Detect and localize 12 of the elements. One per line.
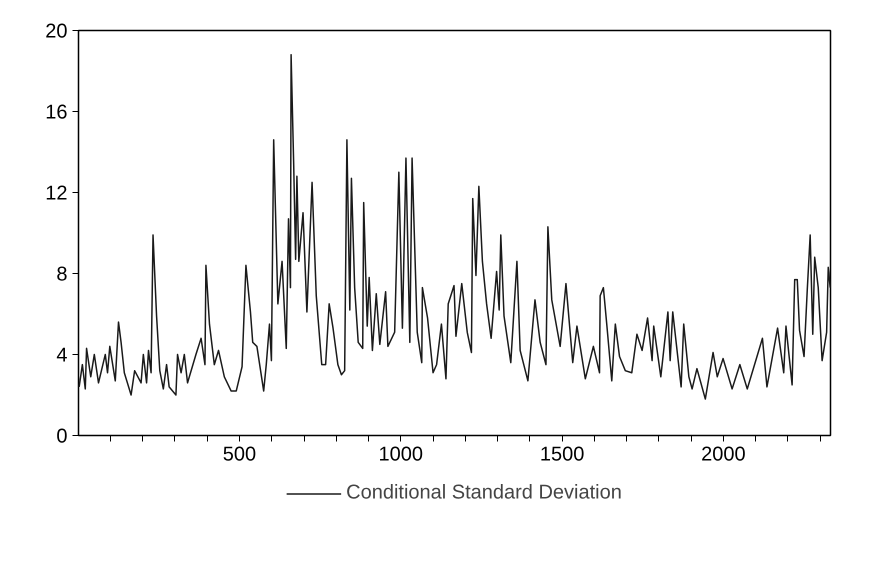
y-tick-label: 16 xyxy=(45,102,68,124)
y-tick-label: 0 xyxy=(56,426,68,448)
y-tick-label: 12 xyxy=(45,182,68,204)
legend-label: Conditional Standard Deviation xyxy=(346,482,622,504)
x-tick-label: 2000 xyxy=(701,444,746,466)
x-tick-label: 1500 xyxy=(540,444,584,466)
x-tick-label: 1000 xyxy=(378,444,424,466)
line-series xyxy=(78,54,830,400)
y-tick-label: 4 xyxy=(56,344,68,366)
x-tick-label: 500 xyxy=(222,444,256,466)
y-tick-label: 8 xyxy=(56,264,68,286)
y-tick-label: 20 xyxy=(45,20,68,42)
